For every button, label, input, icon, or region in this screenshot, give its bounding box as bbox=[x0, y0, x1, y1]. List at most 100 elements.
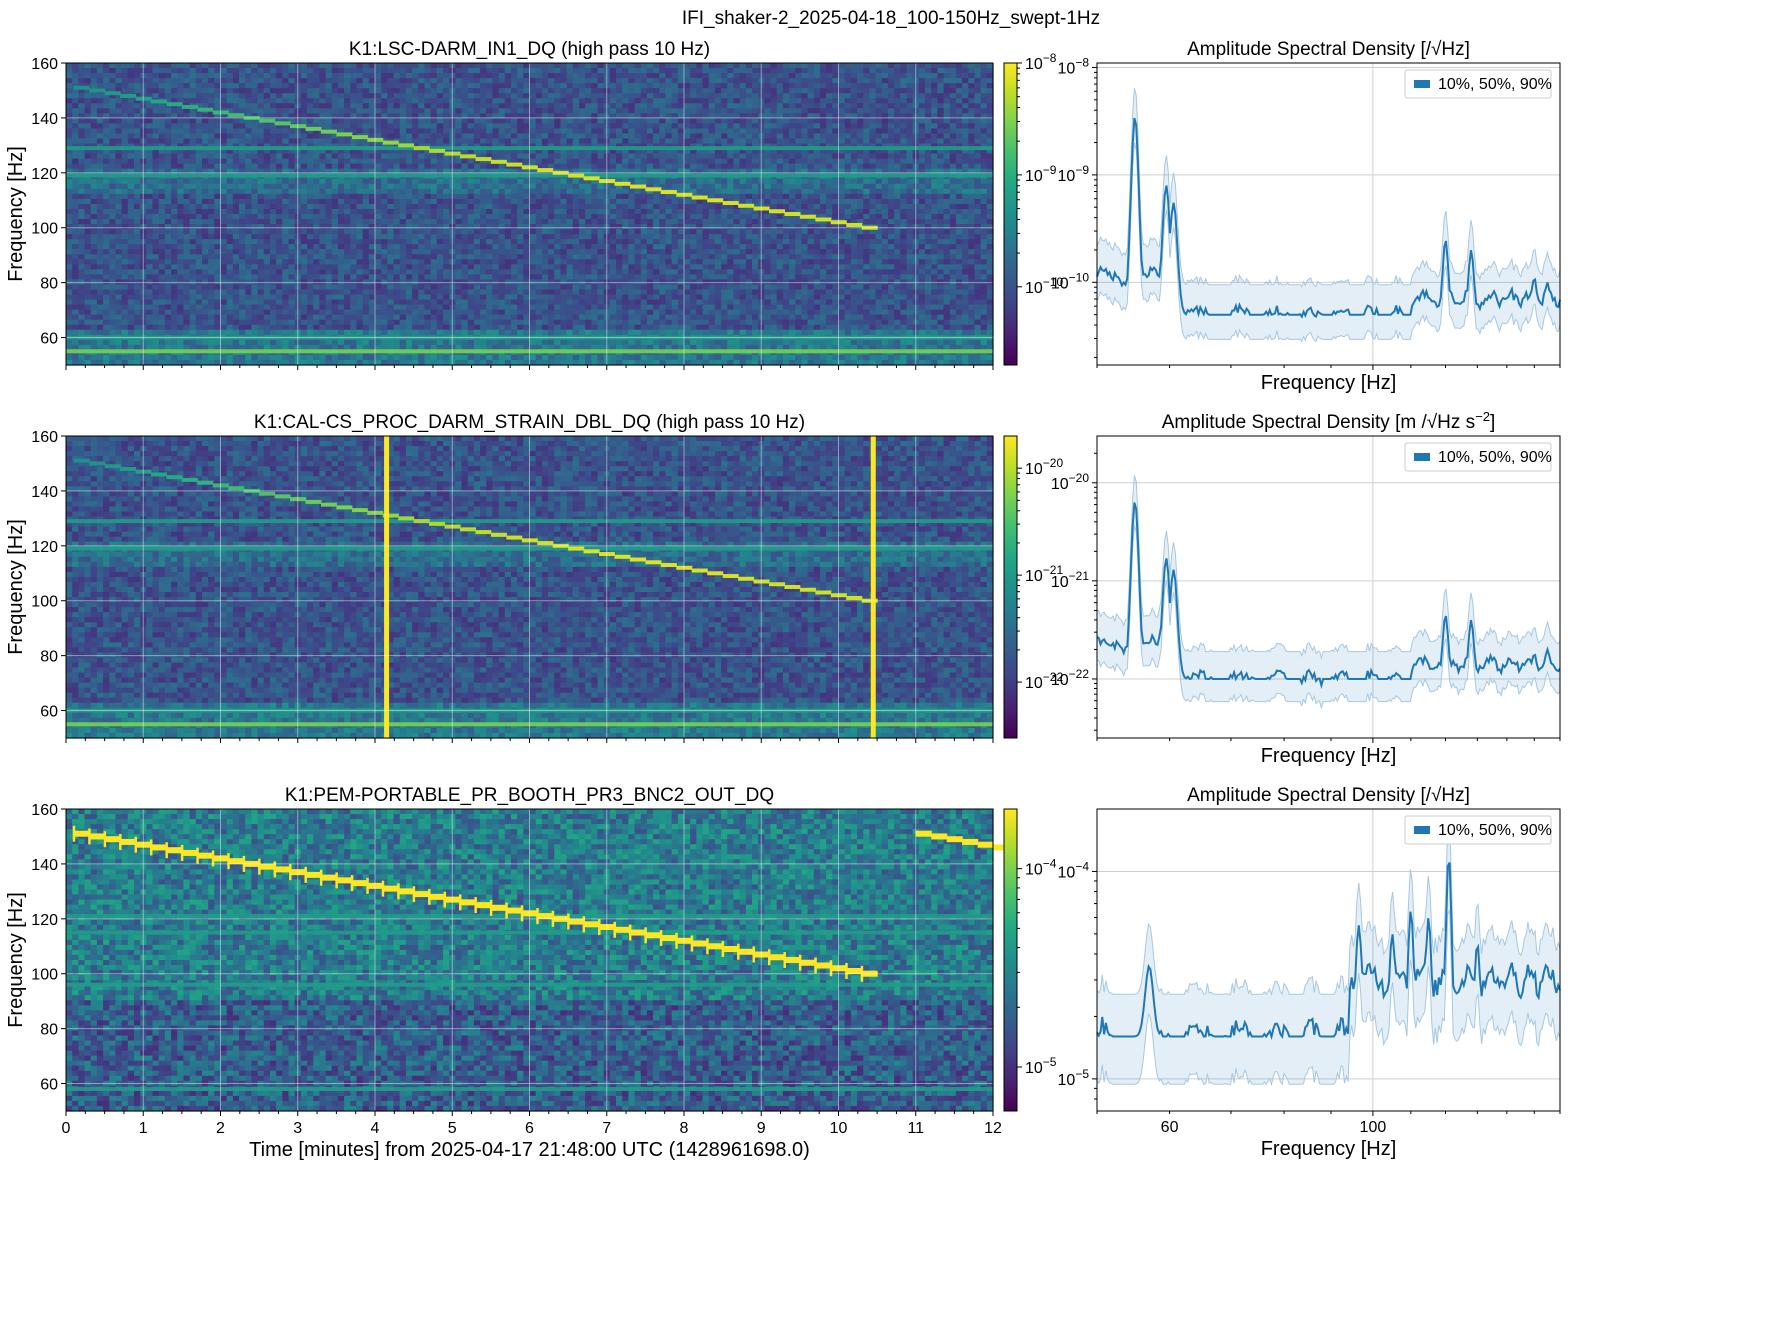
spectrogram-pixel bbox=[536, 83, 543, 89]
spectrogram-pixel bbox=[733, 128, 740, 134]
spectrogram-pixel bbox=[227, 78, 234, 84]
spectrogram-pixel bbox=[863, 118, 870, 124]
spectrogram-pixel bbox=[554, 78, 561, 84]
spectrogram-pixel bbox=[801, 118, 808, 124]
spectrogram-pixel bbox=[159, 169, 166, 175]
spectrogram-pixel bbox=[375, 184, 382, 190]
spectrogram-pixel bbox=[839, 204, 846, 210]
spectrogram-pixel bbox=[165, 93, 172, 99]
spectrogram-pixel bbox=[962, 128, 969, 134]
spectrogram-pixel bbox=[313, 179, 320, 185]
spectrogram-pixel bbox=[474, 68, 481, 74]
spectrogram-pixel bbox=[227, 133, 234, 139]
spectrogram-pixel bbox=[900, 123, 907, 129]
spectrogram-pixel bbox=[492, 139, 499, 145]
spectrogram-pixel bbox=[777, 118, 784, 124]
spectrogram-pixel bbox=[839, 83, 846, 89]
spectrogram-pixel bbox=[962, 179, 969, 185]
spectrogram-pixel bbox=[863, 68, 870, 74]
spectrogram-pixel bbox=[820, 108, 827, 114]
spectrogram-pixel bbox=[944, 103, 951, 109]
spectrogram-pixel bbox=[196, 98, 203, 104]
spectrogram-pixel bbox=[400, 219, 407, 225]
spectrogram-pixel bbox=[196, 118, 203, 124]
spectrogram-pixel bbox=[672, 63, 679, 69]
spectrogram-pixel bbox=[307, 93, 314, 99]
spectrogram-pixel bbox=[542, 219, 549, 225]
spectrogram-pixel bbox=[344, 73, 351, 79]
spectrogram-pixel bbox=[906, 169, 913, 175]
spectrogram-pixel bbox=[709, 83, 716, 89]
spectrogram-pixel bbox=[628, 108, 635, 114]
spectrogram-pixel bbox=[548, 179, 555, 185]
spectrogram-pixel bbox=[122, 209, 129, 215]
spectrogram-pixel bbox=[480, 184, 487, 190]
spectrogram-pixel bbox=[795, 219, 802, 225]
spectrogram-pixel bbox=[394, 209, 401, 215]
spectrogram-pixel bbox=[424, 118, 431, 124]
spectrogram-pixel bbox=[109, 83, 116, 89]
spectrogram-pixel bbox=[66, 108, 73, 114]
spectrogram-pixel bbox=[789, 73, 796, 79]
spectrogram-pixel bbox=[801, 209, 808, 215]
spectrogram-pixel bbox=[251, 103, 258, 109]
spectrogram-pixel bbox=[245, 108, 252, 114]
spectrogram-pixel bbox=[653, 209, 660, 215]
spectrogram-pixel bbox=[511, 219, 518, 225]
spectrogram-pixel bbox=[894, 214, 901, 220]
spectrogram-pixel bbox=[363, 164, 370, 170]
spectrogram-pixel bbox=[319, 73, 326, 79]
spectrogram-pixel bbox=[616, 204, 623, 210]
spectrogram-pixel bbox=[480, 93, 487, 99]
spectrogram-pixel bbox=[190, 214, 197, 220]
spectrogram-pixel bbox=[344, 224, 351, 230]
spectrogram-pixel bbox=[394, 68, 401, 74]
spectrogram-pixel bbox=[597, 184, 604, 190]
spectrogram-pixel bbox=[109, 128, 116, 134]
spectrogram-pixel bbox=[857, 169, 864, 175]
spectrogram-pixel bbox=[400, 204, 407, 210]
spectrogram-pixel bbox=[394, 83, 401, 89]
spectrogram-pixel bbox=[437, 184, 444, 190]
spectrogram-pixel bbox=[338, 159, 345, 165]
spectrogram-pixel bbox=[517, 133, 524, 139]
spectrogram-pixel bbox=[394, 224, 401, 230]
spectrogram-pixel bbox=[863, 194, 870, 200]
spectrogram-pixel bbox=[696, 93, 703, 99]
spectrogram-pixel bbox=[517, 224, 524, 230]
spectrogram-pixel bbox=[288, 103, 295, 109]
spectrogram-pixel bbox=[233, 194, 240, 200]
spectrogram-pixel bbox=[919, 128, 926, 134]
spectrogram-pixel bbox=[727, 184, 734, 190]
spectrogram-pixel bbox=[319, 63, 326, 69]
spectrogram-pixel bbox=[690, 133, 697, 139]
spectrogram-pixel bbox=[208, 204, 215, 210]
spectrogram-pixel bbox=[888, 133, 895, 139]
spectrogram-pixel bbox=[109, 199, 116, 205]
spectrogram-pixel bbox=[579, 93, 586, 99]
spectrogram-pixel bbox=[610, 189, 617, 195]
spectrogram-pixel bbox=[740, 128, 747, 134]
spectrogram-pixel bbox=[696, 98, 703, 104]
spectrogram-pixel bbox=[530, 139, 537, 145]
spectrogram-pixel bbox=[814, 63, 821, 69]
spectrogram-pixel bbox=[906, 73, 913, 79]
spectrogram-pixel bbox=[554, 139, 561, 145]
spectrogram-pixel bbox=[672, 179, 679, 185]
spectrogram-pixel bbox=[530, 108, 537, 114]
spectrogram-pixel bbox=[851, 159, 858, 165]
spectrogram-pixel bbox=[462, 199, 469, 205]
spectrogram-pixel bbox=[437, 103, 444, 109]
spectrogram-pixel bbox=[375, 159, 382, 165]
spectrogram-pixel bbox=[319, 88, 326, 94]
spectrogram-pixel bbox=[233, 209, 240, 215]
spectrogram-pixel bbox=[517, 204, 524, 210]
spectrogram-pixel bbox=[536, 184, 543, 190]
spectrogram-pixel bbox=[412, 63, 419, 69]
spectrogram-pixel bbox=[981, 179, 988, 185]
spectrogram-pixel bbox=[950, 123, 957, 129]
spectrogram-pixel bbox=[363, 103, 370, 109]
spectrogram-pixel bbox=[839, 73, 846, 79]
spectrogram-pixel bbox=[888, 179, 895, 185]
spectrogram-pixel bbox=[412, 98, 419, 104]
